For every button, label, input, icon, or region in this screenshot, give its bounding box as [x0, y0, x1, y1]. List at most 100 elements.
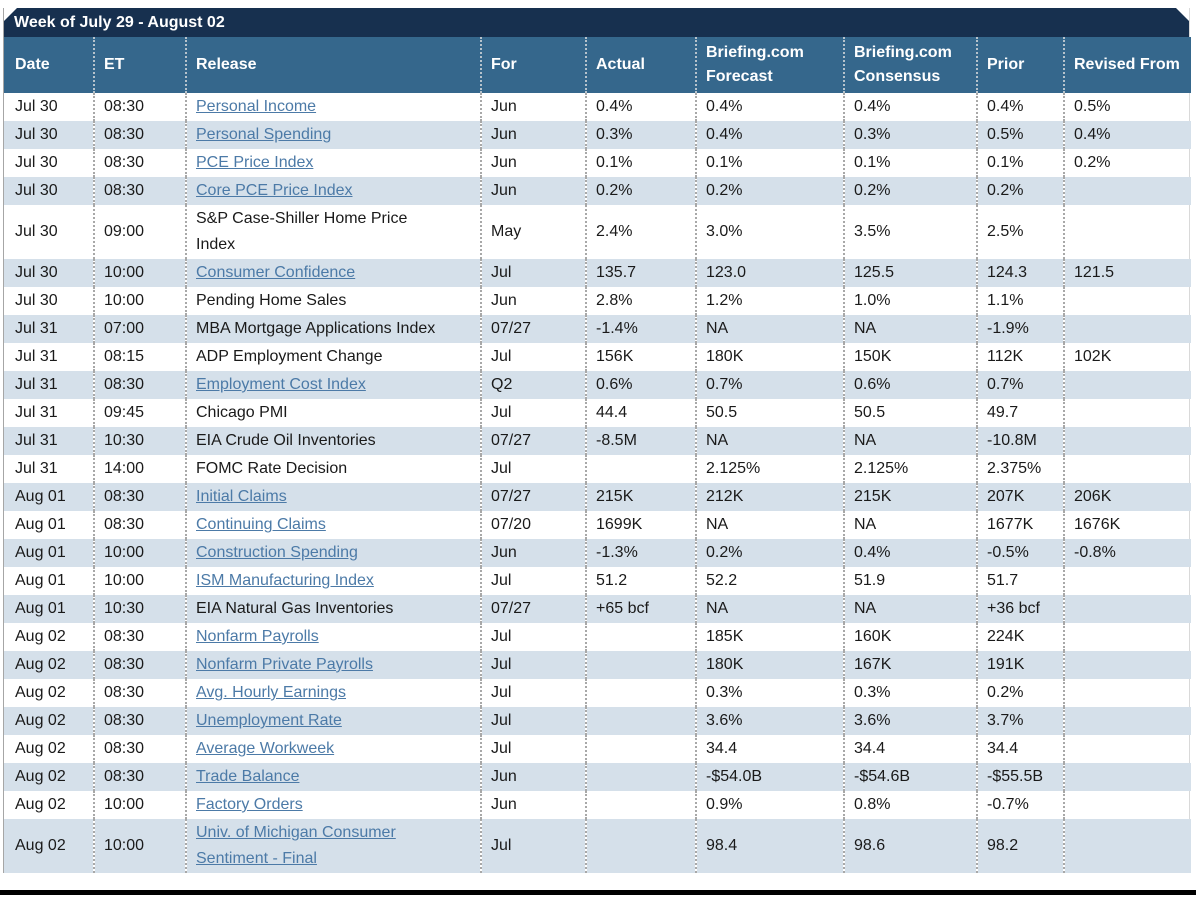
et-cell: 08:30: [93, 679, 186, 707]
prior-cell: 49.7: [976, 399, 1064, 427]
et-cell: 10:00: [93, 567, 186, 595]
actual-cell: 51.2: [585, 567, 696, 595]
prior-cell: 3.7%: [976, 707, 1064, 735]
consensus-cell: NA: [843, 595, 977, 623]
date-cell: Aug 02: [15, 712, 66, 729]
release-link[interactable]: Consumer Confidence: [196, 264, 356, 281]
et-cell: 08:30: [93, 735, 186, 763]
consensus-cell: 125.5: [843, 259, 977, 287]
consensus-cell: 215K: [843, 483, 977, 511]
consensus-cell: 0.3%: [843, 121, 977, 149]
release-link[interactable]: Nonfarm Payrolls: [196, 628, 319, 645]
release-link[interactable]: Average Workweek: [196, 740, 335, 757]
release-cell: Consumer Confidence: [185, 259, 481, 287]
et-cell: 08:30: [93, 511, 186, 539]
date-cell: Jul 31: [15, 376, 58, 393]
consensus-cell: 0.4%: [843, 93, 977, 121]
date-cell: Aug 02: [15, 656, 66, 673]
release-link[interactable]: Personal Income: [196, 98, 317, 115]
revised-cell: -0.8%: [1063, 539, 1191, 567]
column-header-revised: Revised From: [1063, 37, 1191, 93]
forecast-cell: NA: [695, 427, 844, 455]
for-cell: Jul: [480, 343, 586, 371]
calendar-table-header: Date ET Release For Actual Briefing.com …: [4, 37, 1191, 93]
consensus-cell: NA: [843, 427, 977, 455]
for-cell: Jun: [480, 177, 586, 205]
release-link[interactable]: Trade Balance: [196, 768, 300, 785]
actual-cell: -1.4%: [585, 315, 696, 343]
date-cell: Jul 31: [15, 348, 58, 365]
prior-cell: 0.4%: [976, 93, 1064, 121]
table-row: Jul 30 10:00 Pending Home Sales Jun 2.8%…: [4, 287, 1191, 315]
release-link[interactable]: Continuing Claims: [196, 516, 326, 533]
date-cell: Jul 31: [15, 404, 58, 421]
for-cell: Jun: [480, 763, 586, 791]
revised-cell: [1063, 455, 1191, 483]
release-cell: Unemployment Rate: [185, 707, 481, 735]
forecast-cell: 52.2: [695, 567, 844, 595]
release-link[interactable]: Univ. of Michigan Consumer Sentiment - F…: [196, 824, 396, 867]
table-row: Aug 02 08:30 Trade Balance Jun -$54.0B -…: [4, 763, 1191, 791]
actual-cell: 0.6%: [585, 371, 696, 399]
release-cell: Factory Orders: [185, 791, 481, 819]
actual-cell: 135.7: [585, 259, 696, 287]
et-cell: 09:45: [93, 399, 186, 427]
release-link[interactable]: Initial Claims: [196, 488, 287, 505]
release-link[interactable]: Unemployment Rate: [196, 712, 342, 729]
actual-cell: 0.3%: [585, 121, 696, 149]
date-cell: Aug 02: [15, 628, 66, 645]
release-cell: Continuing Claims: [185, 511, 481, 539]
release-link[interactable]: PCE Price Index: [196, 154, 314, 171]
actual-cell: 2.8%: [585, 287, 696, 315]
actual-cell: 44.4: [585, 399, 696, 427]
et-cell: 09:00: [93, 205, 186, 259]
prior-cell: +36 bcf: [976, 595, 1064, 623]
release-link[interactable]: Factory Orders: [196, 796, 303, 813]
column-header-et: ET: [93, 37, 186, 93]
release-link[interactable]: Core PCE Price Index: [196, 182, 353, 199]
et-cell: 10:00: [93, 259, 186, 287]
release-cell: Average Workweek: [185, 735, 481, 763]
date-cell: Jul 30: [15, 292, 58, 309]
release-text: EIA Crude Oil Inventories: [196, 432, 376, 449]
release-cell: MBA Mortgage Applications Index: [185, 315, 481, 343]
for-cell: 07/20: [480, 511, 586, 539]
et-cell: 08:30: [93, 483, 186, 511]
prior-cell: 98.2: [976, 819, 1064, 873]
table-row: Aug 02 08:30 Unemployment Rate Jul 3.6% …: [4, 707, 1191, 735]
release-link[interactable]: ISM Manufacturing Index: [196, 572, 374, 589]
consensus-cell: 2.125%: [843, 455, 977, 483]
release-link[interactable]: Avg. Hourly Earnings: [196, 684, 346, 701]
prior-cell: 0.1%: [976, 149, 1064, 177]
for-cell: Jul: [480, 623, 586, 651]
et-cell: 08:30: [93, 651, 186, 679]
release-link[interactable]: Construction Spending: [196, 544, 358, 561]
consensus-cell: 0.8%: [843, 791, 977, 819]
release-text: Chicago PMI: [196, 404, 288, 421]
consensus-cell: -$54.6B: [843, 763, 977, 791]
consensus-cell: 0.6%: [843, 371, 977, 399]
release-cell: Core PCE Price Index: [185, 177, 481, 205]
release-cell: Pending Home Sales: [185, 287, 481, 315]
forecast-cell: NA: [695, 315, 844, 343]
for-cell: 07/27: [480, 595, 586, 623]
actual-cell: [585, 819, 696, 873]
release-link[interactable]: Employment Cost Index: [196, 376, 366, 393]
et-cell: 08:30: [93, 371, 186, 399]
et-cell: 10:30: [93, 595, 186, 623]
for-cell: 07/27: [480, 427, 586, 455]
for-cell: Jun: [480, 287, 586, 315]
actual-cell: -1.3%: [585, 539, 696, 567]
date-cell: Aug 01: [15, 600, 66, 617]
forecast-cell: 0.2%: [695, 177, 844, 205]
consensus-cell: NA: [843, 315, 977, 343]
release-link[interactable]: Personal Spending: [196, 126, 332, 143]
actual-cell: [585, 791, 696, 819]
date-cell: Aug 02: [15, 768, 66, 785]
table-row: Jul 31 10:30 EIA Crude Oil Inventories 0…: [4, 427, 1191, 455]
consensus-cell: 3.5%: [843, 205, 977, 259]
revised-cell: 121.5: [1063, 259, 1191, 287]
consensus-cell: 1.0%: [843, 287, 977, 315]
calendar-table-body: Jul 30 08:30 Personal Income Jun 0.4% 0.…: [4, 93, 1191, 873]
release-link[interactable]: Nonfarm Private Payrolls: [196, 656, 373, 673]
